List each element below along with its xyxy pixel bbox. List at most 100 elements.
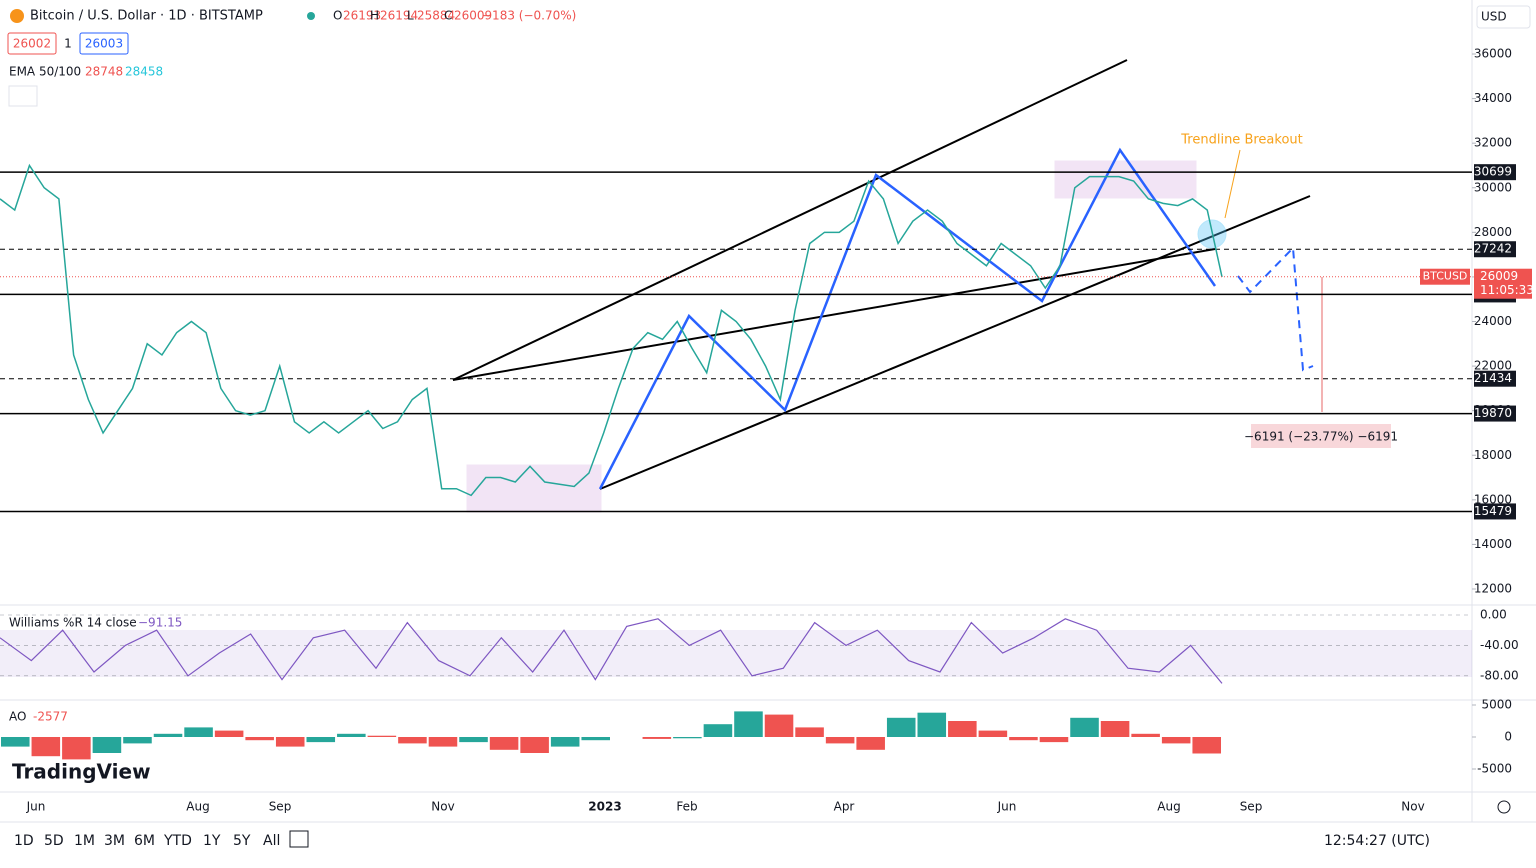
ao-bar [978, 730, 1008, 737]
range-button[interactable]: 1Y [203, 833, 221, 849]
y-tick-label: 24000 [1474, 314, 1512, 328]
date-range-icon[interactable] [289, 830, 309, 848]
ao-bar [581, 737, 610, 741]
y-tick-label: 22000 [1474, 359, 1512, 373]
ao-bar [398, 737, 427, 744]
wr-tick-label: -40.00 [1480, 638, 1519, 652]
ohlc-key: H [370, 9, 379, 23]
range-box [1054, 160, 1197, 199]
ao-bar [92, 737, 122, 753]
y-tick-label: 16000 [1474, 492, 1512, 506]
x-tick-label: Aug [186, 800, 209, 814]
ao-bar [214, 730, 244, 737]
ao-tick-label: -5000 [1477, 762, 1512, 776]
currency-button[interactable] [1476, 5, 1531, 29]
channel-line [452, 248, 1216, 381]
measure-label: −6191 (−23.77%) −6191 [1244, 430, 1398, 444]
ao-last: -2577 [33, 710, 68, 724]
bid-box[interactable] [7, 32, 57, 55]
range-button[interactable]: 6M [134, 833, 155, 849]
range-button[interactable]: 1D [14, 833, 34, 849]
y-tick-label: 12000 [1474, 582, 1512, 596]
ask-box[interactable] [79, 32, 129, 55]
ohlc-value: 26193 [343, 9, 381, 23]
ao-bar [1100, 721, 1130, 737]
price-line [0, 163, 1223, 497]
ao-label: AO [9, 710, 26, 724]
status-dot [307, 12, 315, 20]
ao-bar [795, 727, 824, 737]
symbol-box [1420, 268, 1470, 285]
level-label: 15479 [1474, 504, 1512, 518]
range-button[interactable]: 3M [104, 833, 125, 849]
x-tick-label: Feb [676, 800, 697, 814]
x-tick-label: 2023 [588, 800, 621, 814]
ao-bar [153, 733, 183, 737]
ao-bar [642, 737, 672, 739]
price-label: 26009 [1480, 269, 1518, 283]
ao-bar [489, 737, 519, 750]
ao-bar [306, 737, 336, 743]
level-label: 27242 [1474, 242, 1512, 256]
qty: 1 [64, 37, 72, 51]
ema50: 28748 [85, 65, 123, 79]
y-tick-label: 30000 [1474, 180, 1512, 194]
y-tick-label: 14000 [1474, 537, 1512, 551]
collapse-button[interactable] [8, 85, 38, 107]
price-box [1474, 268, 1532, 299]
ohlc-value: 26009 [454, 9, 492, 23]
x-tick-label: Jun [997, 800, 1017, 814]
wr-last: −91.15 [138, 616, 182, 630]
ao-bar [31, 737, 61, 757]
ask: 26003 [85, 37, 123, 51]
range-button[interactable]: 1M [74, 833, 95, 849]
ohlc-key: C [444, 9, 452, 23]
level-box [1474, 405, 1516, 422]
level-box [1474, 241, 1516, 258]
range-button[interactable]: YTD [163, 833, 192, 849]
ao-bar [1009, 737, 1038, 741]
y-tick-label: 28000 [1474, 225, 1512, 239]
ao-bar [367, 735, 397, 737]
x-tick-label: Jun [26, 800, 46, 814]
ao-bar [1192, 737, 1221, 754]
ao-bar [886, 717, 916, 737]
watermark: TradingView [12, 760, 151, 784]
ohlc-key: O [333, 9, 342, 23]
zigzag [598, 147, 1217, 490]
ao-bar [673, 737, 702, 739]
level-box [1474, 370, 1516, 387]
settings-icon[interactable] [1497, 800, 1511, 814]
ao-bar [1070, 717, 1099, 737]
y-tick-label: 36000 [1474, 47, 1512, 61]
x-tick-label: Apr [834, 800, 855, 814]
ao-bar [1131, 733, 1160, 737]
range-button[interactable]: 5Y [233, 833, 251, 849]
ema100: 28458 [125, 65, 163, 79]
ao-bar [550, 737, 580, 747]
level-label: 30699 [1474, 165, 1512, 179]
change: −183 (−0.70%) [482, 9, 576, 23]
x-tick-label: Aug [1157, 800, 1180, 814]
ao-bar [337, 733, 366, 737]
range-button[interactable]: 5D [44, 833, 64, 849]
ao-tick-label: 5000 [1481, 698, 1512, 712]
ao-bar [123, 737, 152, 744]
y-tick-label: 18000 [1474, 448, 1512, 462]
annotation-arrow [1224, 149, 1241, 219]
level-label: 19870 [1474, 406, 1512, 420]
symbol-label: BTCUSD [1423, 270, 1468, 283]
wr-label: Williams %R 14 close [9, 616, 137, 630]
ao-bar [734, 711, 763, 737]
ao-bar [184, 727, 213, 737]
ao-bar [856, 737, 885, 750]
level-label: 21434 [1474, 371, 1512, 385]
ao-bar [1039, 737, 1069, 743]
x-tick-label: Nov [1401, 800, 1424, 814]
ao-bar [62, 737, 91, 760]
range-button[interactable]: All [263, 833, 280, 849]
measure-box [1251, 424, 1391, 448]
ao-bar [764, 714, 794, 737]
x-tick-label: Sep [269, 800, 292, 814]
